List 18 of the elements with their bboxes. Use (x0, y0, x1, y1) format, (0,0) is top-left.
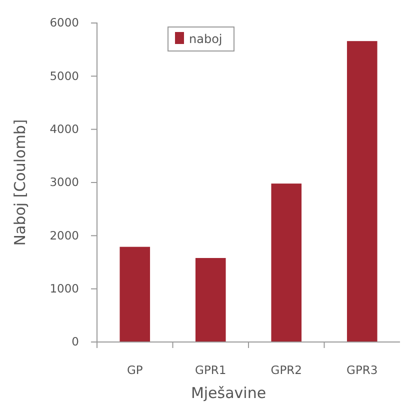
bar (195, 258, 226, 342)
y-tick-label: 0 (72, 334, 79, 349)
y-tick-label: 6000 (50, 16, 79, 30)
bar (346, 41, 378, 342)
x-tick-label: GPR1 (195, 363, 226, 378)
bar (271, 184, 302, 342)
y-tick-label: 4000 (50, 122, 79, 136)
x-tick-label: GPR3 (346, 363, 378, 378)
y-tick-label: 5000 (50, 68, 79, 83)
x-tick-label: GPR2 (270, 363, 302, 378)
x-axis-title: Mješavine (190, 384, 266, 402)
y-tick-label: 3000 (50, 175, 79, 190)
y-tick-label: 2000 (50, 228, 79, 242)
y-tick-label: 1000 (50, 282, 79, 296)
y-axis-title: Naboj [Coulomb] (11, 119, 29, 246)
x-tick-label: GP (126, 363, 143, 378)
legend-label: naboj (189, 32, 222, 46)
bar (120, 246, 150, 342)
